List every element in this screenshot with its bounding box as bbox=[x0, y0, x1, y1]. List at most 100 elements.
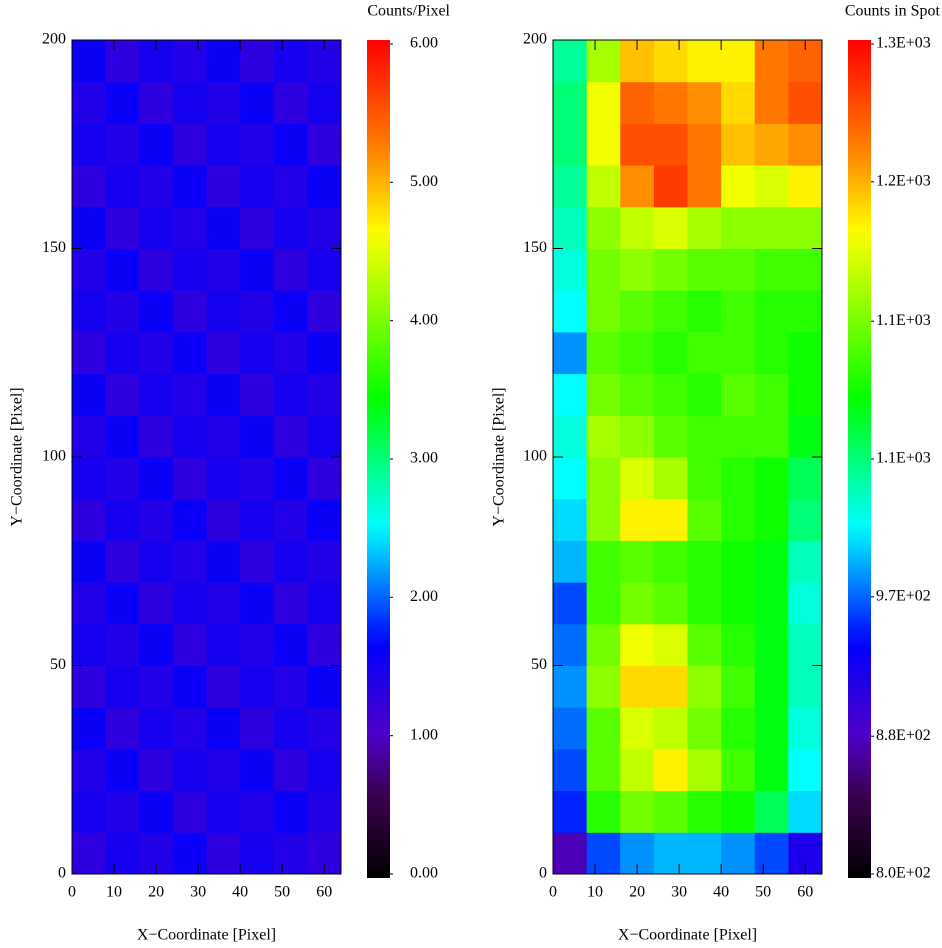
heatmap-cell bbox=[240, 290, 275, 333]
heatmap-cell bbox=[206, 623, 241, 666]
heatmap-cell bbox=[307, 457, 342, 500]
colorbar-tick-label: 5.00 bbox=[410, 173, 438, 190]
heatmap-cell bbox=[586, 832, 621, 875]
heatmap-cell bbox=[105, 40, 140, 83]
heatmap-cell bbox=[754, 623, 789, 666]
heatmap-cell bbox=[72, 582, 107, 625]
heatmap-cell bbox=[721, 248, 756, 291]
heatmap-cell bbox=[206, 248, 241, 291]
heatmap-cell bbox=[553, 665, 588, 708]
y-tick-label: 50 bbox=[50, 656, 66, 673]
heatmap-cell bbox=[754, 457, 789, 500]
heatmap-cell bbox=[754, 665, 789, 708]
heatmap-cell bbox=[172, 123, 207, 166]
heatmap-cell bbox=[105, 832, 140, 875]
heatmap-cell bbox=[553, 40, 588, 83]
heatmap-cell bbox=[139, 290, 174, 333]
heatmap-cell bbox=[273, 123, 308, 166]
heatmap-cell bbox=[273, 748, 308, 792]
heatmap-cell bbox=[307, 290, 342, 333]
heatmap-cell bbox=[72, 790, 107, 833]
colorbar bbox=[848, 40, 871, 878]
heatmap-cell bbox=[172, 540, 207, 583]
heatmap-cell bbox=[653, 623, 688, 666]
heatmap-cell bbox=[721, 498, 756, 541]
heatmap-cell bbox=[206, 498, 241, 541]
heatmap-cell bbox=[206, 748, 241, 792]
heatmap-cell bbox=[72, 373, 107, 416]
heatmap-cell bbox=[553, 498, 588, 541]
heatmap-cell bbox=[553, 123, 588, 166]
heatmap-cell bbox=[105, 748, 140, 792]
heatmap-cell bbox=[172, 665, 207, 708]
heatmap-cell bbox=[721, 290, 756, 333]
heatmap-cell bbox=[307, 165, 342, 208]
heatmap-cell bbox=[553, 81, 588, 124]
heatmap-cell bbox=[620, 123, 655, 166]
heatmap-cell bbox=[273, 373, 308, 416]
y-tick-label: 150 bbox=[42, 239, 66, 256]
heatmap-cell bbox=[586, 290, 621, 333]
heatmap-cell bbox=[172, 582, 207, 625]
heatmap-cell bbox=[586, 373, 621, 416]
heatmap-cell bbox=[105, 623, 140, 666]
heatmap-cell bbox=[139, 790, 174, 833]
heatmap-cell bbox=[139, 582, 174, 625]
heatmap-cell bbox=[240, 790, 275, 833]
heatmap-cell bbox=[105, 81, 140, 124]
heatmap-cell bbox=[206, 457, 241, 500]
heatmap-cell bbox=[687, 290, 722, 333]
colorbar-tick-label: 1.1E+03 bbox=[876, 312, 931, 329]
heatmap-cell bbox=[273, 707, 308, 750]
heatmap-cell bbox=[139, 415, 174, 458]
heatmap-cell bbox=[307, 206, 342, 249]
heatmap-cell bbox=[788, 123, 823, 166]
heatmap-cell bbox=[754, 123, 789, 166]
heatmap-cell bbox=[653, 832, 688, 875]
x-tick-label: 30 bbox=[190, 884, 206, 901]
heatmap-cell bbox=[72, 123, 107, 166]
heatmap-cell bbox=[620, 540, 655, 583]
x-tick-label: 0 bbox=[68, 884, 76, 901]
heatmap-cell bbox=[72, 540, 107, 583]
heatmap-cell bbox=[72, 623, 107, 666]
y-tick-label: 0 bbox=[58, 865, 66, 882]
heatmap-cell bbox=[105, 498, 140, 541]
heatmap-cell bbox=[620, 790, 655, 833]
heatmap-cell bbox=[754, 748, 789, 792]
heatmap-cell bbox=[687, 373, 722, 416]
heatmap-cell bbox=[721, 707, 756, 750]
heatmap-cell bbox=[653, 40, 688, 83]
heatmap-cell bbox=[788, 498, 823, 541]
heatmap-cell bbox=[240, 540, 275, 583]
x-tick-label: 60 bbox=[316, 884, 332, 901]
heatmap-cell bbox=[206, 290, 241, 333]
heatmap-cell bbox=[586, 40, 621, 83]
heatmap-cell bbox=[307, 707, 342, 750]
heatmap-cell bbox=[273, 290, 308, 333]
heatmap-cell bbox=[273, 40, 308, 83]
heatmap-cell bbox=[273, 248, 308, 291]
heatmap-cell bbox=[273, 165, 308, 208]
heatmap-cell bbox=[553, 165, 588, 208]
x-tick-label: 50 bbox=[274, 884, 290, 901]
heatmap-cell bbox=[754, 582, 789, 625]
heatmap-cell bbox=[206, 540, 241, 583]
heatmap-cell bbox=[754, 540, 789, 583]
colorbar-tick-label: 8.8E+02 bbox=[876, 727, 931, 744]
heatmap-cell bbox=[206, 331, 241, 375]
heatmap-cell bbox=[240, 331, 275, 375]
heatmap-cell bbox=[206, 81, 241, 124]
heatmap-cell bbox=[139, 540, 174, 583]
heatmap-cell bbox=[273, 832, 308, 875]
heatmap-cell bbox=[653, 81, 688, 124]
heatmap-cell bbox=[105, 540, 140, 583]
x-tick-label: 60 bbox=[797, 884, 813, 901]
heatmap-cell bbox=[307, 623, 342, 666]
heatmap-cell bbox=[687, 790, 722, 833]
heatmap-cell bbox=[240, 623, 275, 666]
heatmap-cell bbox=[721, 790, 756, 833]
heatmap-cell bbox=[653, 498, 688, 541]
heatmap-cell bbox=[72, 748, 107, 792]
heatmap-cell bbox=[788, 707, 823, 750]
